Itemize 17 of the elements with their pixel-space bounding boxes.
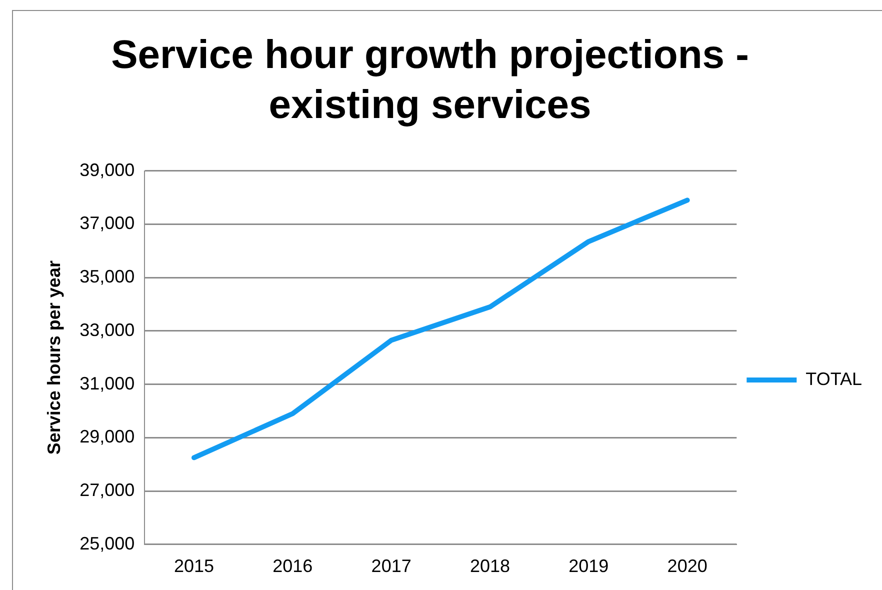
legend-label: TOTAL <box>806 368 862 389</box>
y-tick-label: 31,000 <box>80 373 135 394</box>
x-tick-label: 2017 <box>371 556 412 576</box>
y-tick-label: 39,000 <box>80 160 135 180</box>
y-tick-label: 27,000 <box>80 480 135 500</box>
y-tick-label: 25,000 <box>80 533 135 554</box>
y-tick-label: 29,000 <box>80 426 135 447</box>
x-tick-label: 2018 <box>470 556 510 576</box>
x-tick-label: 2019 <box>568 556 609 576</box>
x-tick-label: 2016 <box>272 556 313 576</box>
x-tick-label: 2020 <box>667 556 708 576</box>
y-tick-label: 33,000 <box>80 320 135 340</box>
y-tick-label: 37,000 <box>80 213 135 234</box>
y-tick-label: 35,000 <box>80 266 135 287</box>
y-axis-title: Service hours per year <box>44 260 64 455</box>
x-tick-label: 2015 <box>174 556 214 576</box>
chart-title: Service hour growth projections - existing services <box>110 32 750 129</box>
